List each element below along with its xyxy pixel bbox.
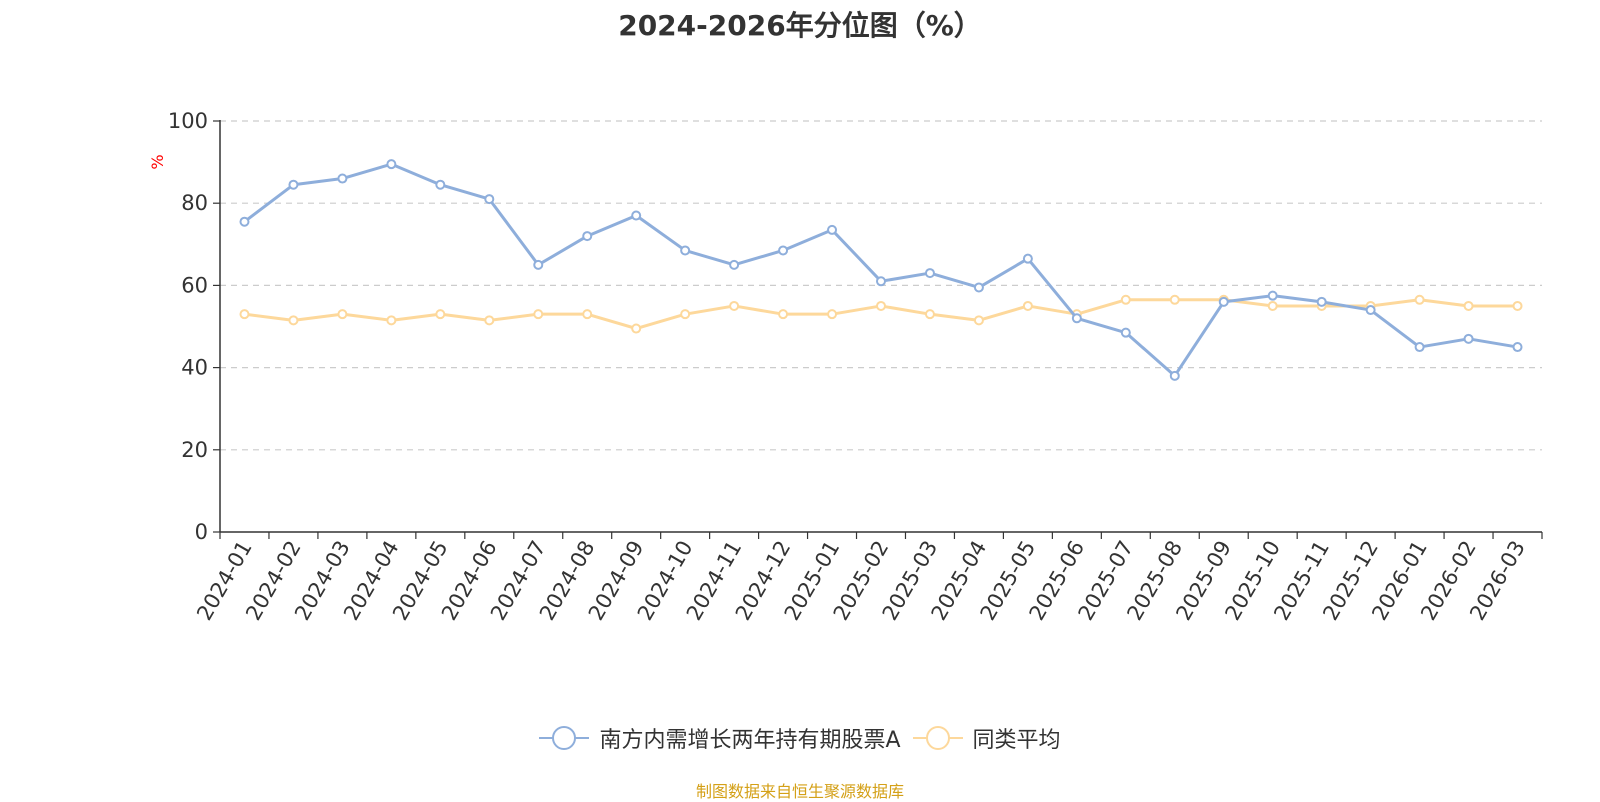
series-1-point-2025-10 [1267, 300, 1278, 311]
y-tick-label-40: 40 [181, 356, 208, 380]
series-0-point-2024-09 [631, 210, 642, 221]
legend-marker-average [912, 726, 963, 750]
legend-label-fund: 南方内需增长两年持有期股票A [599, 728, 901, 753]
legend: 南方内需增长两年持有期股票A 同类平均 [0, 722, 1600, 754]
series-1-point-2025-02 [876, 300, 886, 311]
series-0-point-2024-01 [239, 216, 250, 227]
series-line-0 [243, 162, 1518, 378]
series-1-point-2024-09 [631, 323, 642, 334]
y-tick-label-100: 100 [168, 109, 208, 133]
series-0-point-2026-01 [1414, 342, 1425, 353]
series-0-point-2025-08 [1169, 370, 1180, 381]
series-1-point-2024-07 [533, 309, 544, 320]
series-0-point-2024-10 [680, 245, 691, 256]
source-note: 制图数据来自恒生聚源数据库 [695, 782, 904, 801]
series-1-point-2025-04 [973, 315, 984, 326]
series-1-point-2025-03 [924, 309, 935, 320]
series-0-point-2024-12 [778, 245, 789, 256]
series-1-point-2024-01 [239, 309, 250, 320]
legend-label-average: 同类平均 [972, 728, 1061, 753]
y-tick-label-80: 80 [181, 191, 208, 215]
series-1-point-2024-03 [337, 309, 348, 320]
series-1-point-2025-07 [1120, 294, 1131, 305]
series-1-point-2026-02 [1463, 300, 1474, 311]
series-1-point-2024-10 [680, 309, 691, 320]
series-0-point-2025-03 [924, 268, 935, 279]
series-0-point-2025-06 [1071, 313, 1082, 324]
series-1-point-2026-01 [1414, 294, 1425, 305]
y-tick-label-60: 60 [181, 273, 208, 297]
series-0-point-2024-05 [435, 179, 446, 190]
series-0-point-2025-09 [1218, 296, 1229, 307]
legend-item-fund[interactable]: 南方内需增长两年持有期股票A [539, 722, 901, 754]
series-0-point-2026-03 [1512, 342, 1523, 353]
chart-title: 2024-2026年分位图（%） [618, 9, 982, 42]
series-0-point-2025-11 [1316, 296, 1327, 307]
series-1-point-2024-05 [435, 309, 446, 320]
series-1-point-2025-08 [1169, 294, 1180, 305]
series-0-point-2025-05 [1022, 253, 1033, 264]
series-1-point-2024-11 [729, 300, 740, 311]
series-1-point-2025-05 [1022, 300, 1033, 311]
y-tick-label-0: 0 [195, 520, 208, 544]
series-1-point-2025-01 [827, 309, 838, 320]
series-1-point-2024-08 [582, 309, 593, 320]
y-tick-label-20: 20 [181, 438, 208, 462]
series-0-point-2025-07 [1120, 327, 1131, 338]
series-0-point-2025-10 [1267, 290, 1278, 301]
series-0-point-2026-02 [1463, 333, 1474, 344]
series-1-point-2026-03 [1512, 300, 1523, 311]
series-1-point-2024-02 [288, 315, 299, 326]
series-1-point-2024-04 [386, 315, 397, 326]
series-0-point-2025-04 [973, 282, 984, 293]
legend-item-average[interactable]: 同类平均 [912, 722, 1061, 754]
series-0-point-2024-04 [386, 159, 397, 170]
series-0-point-2024-07 [533, 259, 544, 270]
y-axis-label: % [148, 154, 167, 169]
series-0-point-2024-06 [484, 194, 495, 205]
series-0-point-2024-03 [337, 173, 348, 184]
series-0-point-2025-01 [827, 224, 838, 235]
legend-marker-fund [539, 726, 590, 750]
series-0-point-2024-02 [288, 179, 299, 190]
series-0-point-2024-11 [729, 259, 740, 270]
series-0-point-2025-02 [876, 276, 886, 287]
series-1-point-2024-06 [484, 315, 495, 326]
series-0-point-2025-12 [1365, 305, 1376, 316]
series-0-point-2024-08 [582, 231, 593, 242]
series-1-point-2024-12 [778, 309, 789, 320]
